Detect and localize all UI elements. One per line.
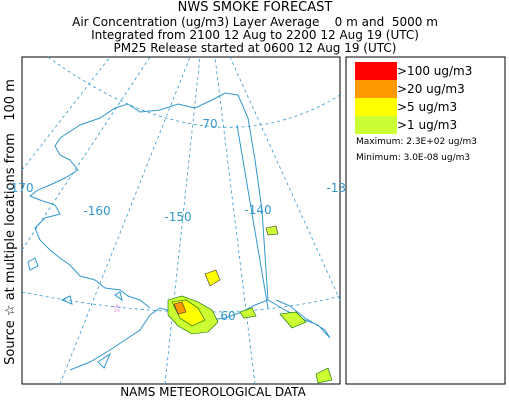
legend-frame bbox=[345, 56, 506, 385]
latitude-label: 60 bbox=[220, 309, 235, 323]
legend-label: >20 ug/m3 bbox=[397, 82, 465, 96]
map-frame bbox=[21, 56, 341, 385]
source-marker: ☆ bbox=[112, 301, 123, 315]
latitude-label: 70 bbox=[202, 117, 217, 131]
longitude-line bbox=[164, 56, 201, 385]
legend-swatch bbox=[355, 80, 397, 98]
legend-label: >100 ug/m3 bbox=[397, 64, 472, 78]
smoke-plumes bbox=[167, 225, 333, 384]
smoke-area bbox=[279, 311, 307, 329]
longitude-label: -150 bbox=[164, 210, 191, 224]
subtitle: Integrated from 2100 12 Aug to 2200 12 A… bbox=[91, 28, 419, 42]
legend-maximum: Maximum: 2.3E+02 ug/m3 bbox=[356, 137, 477, 147]
longitude-line bbox=[59, 56, 191, 385]
longitude-label: -160 bbox=[83, 204, 110, 218]
subtitle: PM25 Release started at 0600 12 Aug 19 (… bbox=[114, 41, 397, 55]
legend-swatch bbox=[355, 62, 397, 80]
legend-swatch bbox=[355, 116, 397, 134]
island bbox=[27, 257, 123, 369]
smoke-area bbox=[239, 307, 257, 319]
legend-swatch bbox=[355, 98, 397, 116]
side-label: Source ☆ at multiple locations from 100 … bbox=[3, 79, 18, 365]
smoke-area bbox=[173, 301, 187, 315]
subtitle: Air Concentration (ug/m3) Layer Average … bbox=[72, 15, 438, 29]
legend-minimum: Minimum: 3.0E-08 ug/m3 bbox=[356, 153, 470, 163]
longitude-label: -140 bbox=[244, 203, 271, 217]
longitude-line bbox=[229, 56, 341, 301]
legend: >100 ug/m3 >20 ug/m3 >5 ug/m3 >1 ug/m3 Maxi… bbox=[345, 56, 506, 385]
smoke-area bbox=[315, 367, 333, 384]
latitude-line bbox=[47, 56, 341, 128]
footer: NAMS METEOROLOGICAL DATA bbox=[120, 385, 306, 399]
longitude-line bbox=[214, 56, 256, 385]
legend-label: >1 ug/m3 bbox=[397, 118, 457, 132]
longitude-label: -170 bbox=[6, 181, 33, 195]
title: NWS SMOKE FORECAST bbox=[178, 0, 333, 15]
border bbox=[236, 124, 269, 309]
longitude-line bbox=[21, 56, 151, 251]
smoke-area bbox=[204, 269, 221, 287]
smoke-area bbox=[265, 225, 279, 236]
legend-label: >5 ug/m3 bbox=[397, 100, 457, 114]
